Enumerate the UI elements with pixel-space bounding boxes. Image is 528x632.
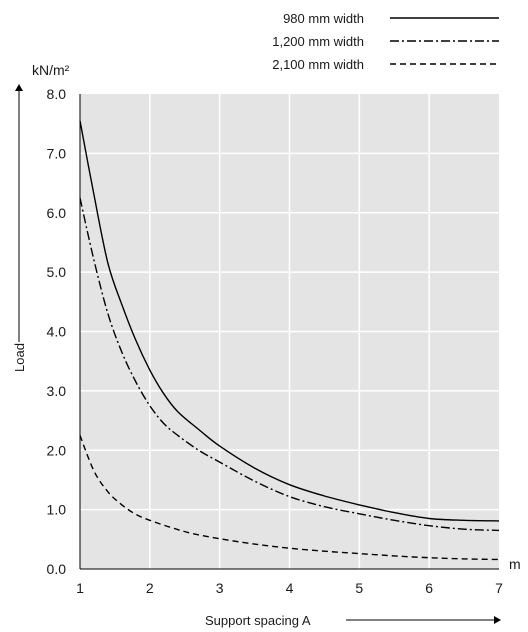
y-tick-label: 3.0 (47, 383, 67, 399)
y-axis-arrow (15, 84, 23, 342)
y-tick-label: 4.0 (47, 324, 67, 340)
x-tick-label: 5 (355, 580, 363, 596)
legend-label: 2,100 mm width (272, 57, 364, 72)
x-tick-label: 1 (76, 580, 84, 596)
y-tick-label: 7.0 (47, 145, 67, 161)
y-axis-label: Load (12, 343, 27, 372)
series-lines (79, 120, 500, 561)
y-tick-label: 1.0 (47, 502, 67, 518)
y-tick-label: 2.0 (47, 442, 67, 458)
x-tick-label: 6 (425, 580, 433, 596)
legend-label: 1,200 mm width (272, 34, 364, 49)
y-tick-label: 5.0 (47, 264, 67, 280)
y-tick-label: 6.0 (47, 205, 67, 221)
series-line-2 (79, 197, 500, 532)
x-tick-label: 2 (146, 580, 154, 596)
x-tick-labels: 1 2 3 4 5 6 7 (76, 580, 503, 596)
y-unit-label: kN/m² (32, 62, 70, 78)
x-axis-label: Support spacing A (205, 613, 311, 628)
y-tick-label: 0.0 (47, 561, 67, 577)
y-tick-labels: 0.0 1.0 2.0 3.0 4.0 5.0 6.0 7.0 8.0 (47, 86, 67, 577)
legend-label: 980 mm width (283, 11, 364, 26)
x-tick-label: 3 (216, 580, 224, 596)
series-line-3 (79, 435, 500, 561)
x-tick-label: 4 (286, 580, 294, 596)
series-line-1 (79, 120, 500, 522)
grid-horizontal-lines (80, 152, 499, 511)
y-tick-label: 8.0 (47, 86, 67, 102)
x-axis-arrow (346, 616, 501, 624)
legend: 980 mm width 1,200 mm width 2,100 mm width (272, 11, 499, 72)
x-unit-label: m (509, 556, 521, 572)
x-tick-label: 7 (495, 580, 503, 596)
